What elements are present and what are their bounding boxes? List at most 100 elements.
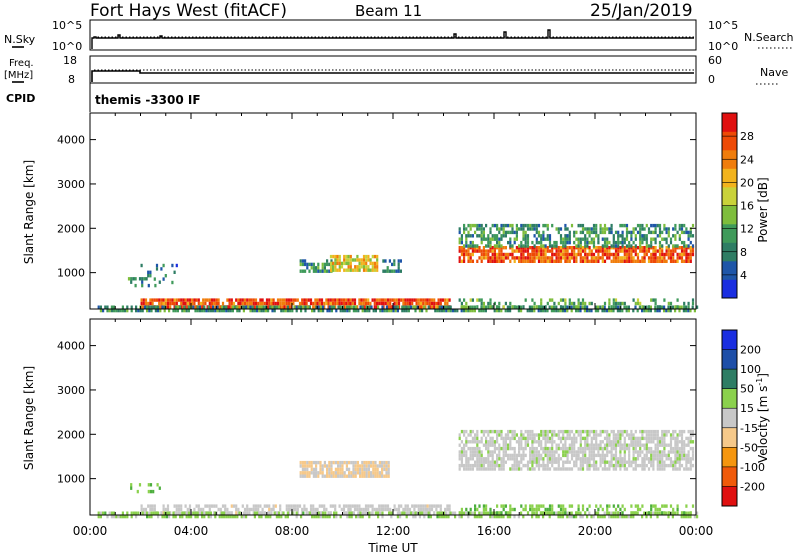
- heatmap-cell: [645, 511, 648, 515]
- heatmap-cell: [663, 223, 666, 228]
- heatmap-cell: [421, 511, 424, 515]
- heatmap-cell: [515, 433, 518, 437]
- heatmap-cell: [130, 308, 133, 313]
- heatmap-cell: [364, 504, 368, 508]
- heatmap-cell: [365, 464, 368, 468]
- heatmap-cell: [393, 507, 396, 512]
- heatmap-cell: [636, 308, 639, 313]
- heatmap-cell: [544, 252, 547, 257]
- heatmap-cell: [597, 305, 600, 309]
- heatmap-cell: [356, 268, 359, 272]
- heatmap-cell: [639, 240, 642, 245]
- heatmap-cell: [658, 259, 662, 263]
- heatmap-cell: [546, 457, 549, 461]
- heatmap-cell: [147, 489, 150, 494]
- heatmap-cell: [627, 308, 630, 313]
- heatmap-cell: [458, 443, 461, 447]
- heatmap-cell: [460, 237, 463, 241]
- heatmap-cell: [474, 230, 477, 235]
- heatmap-cell: [595, 504, 598, 508]
- heatmap-cell: [367, 464, 370, 468]
- heatmap-cell: [377, 511, 380, 515]
- heatmap-cell: [493, 440, 496, 444]
- heatmap-cell: [676, 446, 679, 451]
- heatmap-cell: [223, 514, 226, 519]
- heatmap-cell: [428, 298, 431, 302]
- heatmap-cell: [408, 298, 412, 302]
- heatmap-cell: [463, 467, 466, 471]
- heatmap-cell: [634, 234, 637, 238]
- heatmap-cell: [553, 301, 556, 306]
- heatmap-cell: [601, 460, 604, 464]
- heatmap-cell: [140, 305, 143, 309]
- heatmap-cell: [325, 298, 328, 302]
- heatmap-cell: [175, 263, 178, 268]
- heatmap-cell: [467, 223, 470, 228]
- heatmap-cell: [568, 429, 571, 434]
- heatmap-cell: [581, 256, 585, 260]
- heatmap-cell: [612, 453, 615, 458]
- heatmap-cell: [275, 305, 278, 309]
- heatmap-cell: [504, 446, 507, 451]
- heatmap-cell: [273, 305, 276, 309]
- heatmap-cell: [540, 457, 543, 461]
- heatmap-cell: [292, 298, 295, 302]
- heatmap-cell: [575, 259, 578, 263]
- heatmap-cell: [683, 467, 686, 471]
- heatmap-cell: [491, 223, 494, 228]
- heatmap-cell: [265, 504, 269, 508]
- heatmap-cell: [577, 467, 580, 471]
- heatmap-cell: [321, 269, 324, 273]
- heatmap-cell: [504, 234, 507, 238]
- heatmap-cell: [304, 464, 307, 468]
- heatmap-cell: [674, 511, 677, 515]
- heatmap-cell: [674, 237, 677, 241]
- heatmap-cell: [542, 234, 545, 238]
- heatmap-cell: [289, 308, 292, 313]
- heatmap-cell: [221, 301, 225, 306]
- heatmap-cell: [672, 249, 675, 253]
- heatmap-cell: [656, 443, 659, 447]
- heatmap-cell: [621, 504, 624, 508]
- heatmap-cell: [502, 467, 505, 471]
- heatmap-cell: [356, 467, 359, 472]
- heatmap-cell: [365, 254, 368, 259]
- heatmap-cell: [661, 256, 664, 260]
- heatmap-cell: [650, 433, 653, 437]
- heatmap-cell: [674, 429, 677, 434]
- heatmap-cell: [628, 443, 631, 447]
- heatmap-cell: [696, 305, 699, 309]
- heatmap-cell: [348, 305, 351, 309]
- heatmap-cell: [559, 252, 563, 257]
- heatmap-cell: [251, 305, 254, 309]
- heatmap-cell: [647, 450, 651, 454]
- heatmap-cell: [526, 463, 530, 468]
- beam-title: Beam 11: [355, 2, 422, 20]
- heatmap-cell: [356, 504, 359, 508]
- heatmap-cell: [617, 252, 620, 257]
- heatmap-cell: [347, 268, 350, 272]
- heatmap-cell: [500, 446, 503, 451]
- heatmap-cell: [235, 298, 238, 302]
- heatmap-cell: [154, 308, 157, 313]
- heatmap-cell: [320, 298, 324, 302]
- heatmap-cell: [531, 457, 534, 461]
- heatmap-cell: [617, 436, 620, 441]
- heatmap-cell: [623, 507, 626, 512]
- heatmap-cell: [363, 460, 366, 465]
- heatmap-cell: [592, 230, 596, 235]
- heatmap-cell: [625, 460, 629, 464]
- heatmap-cell: [553, 460, 556, 464]
- heatmap-cell: [511, 463, 514, 468]
- heatmap-cell: [638, 305, 641, 309]
- heatmap-cell: [136, 489, 139, 494]
- heatmap-cell: [584, 453, 587, 458]
- heatmap-cell: [680, 249, 684, 253]
- heatmap-cell: [529, 460, 532, 464]
- heatmap-cell: [485, 429, 488, 434]
- heatmap-cell: [246, 298, 249, 302]
- heatmap-cell: [393, 298, 396, 302]
- heatmap-cell: [551, 460, 554, 464]
- heatmap-cell: [465, 450, 468, 454]
- heatmap-cell: [506, 305, 509, 309]
